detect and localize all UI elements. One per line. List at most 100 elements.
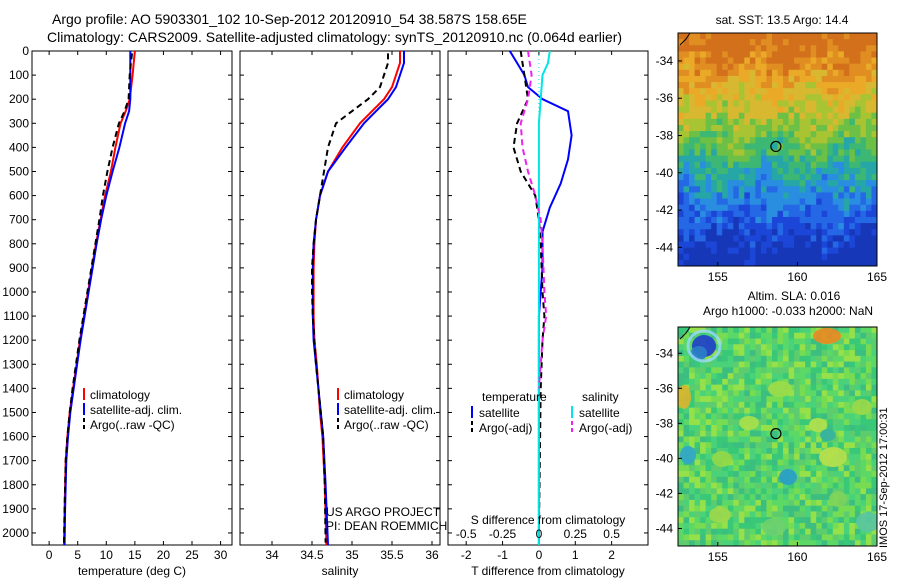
sla-map-xtick-label: 155	[708, 550, 728, 564]
depth-tick-label: 700	[9, 213, 29, 227]
temperature-legend-label: Argo(..raw -QC)	[90, 418, 175, 432]
sst-map-ytick-label: -38	[656, 129, 674, 143]
sla-eddy-ring	[686, 329, 722, 363]
difference-xlabel: T difference from climatology	[471, 564, 625, 578]
salinity-xtick-label: 34.5	[300, 548, 324, 562]
sla-anomaly-blob	[856, 512, 877, 532]
sst-map-ytick-label: -42	[656, 203, 674, 217]
difference-legend-salinity-head: salinity	[582, 390, 619, 404]
salinity-xtick-label: 34	[265, 548, 279, 562]
difference-xtick-label: 0	[536, 548, 543, 562]
sla-anomaly-blob	[762, 518, 786, 536]
difference-xtick-label: 2	[608, 548, 615, 562]
sla-map-ytick-label: -38	[656, 416, 674, 430]
salinity-xtick-label: 36	[425, 548, 439, 562]
difference-xtick-label: -2	[461, 548, 472, 562]
sla-map-ytick-label: -40	[656, 451, 674, 465]
temperature-legend-label: satellite-adj. clim.	[90, 403, 182, 417]
difference-panel	[447, 50, 649, 546]
sst-map-raster	[678, 33, 877, 266]
difference-xtick-label: 1	[572, 548, 579, 562]
sla-map-ytick-label: -44	[656, 521, 674, 535]
depth-tick-label: 100	[9, 68, 29, 82]
depth-tick-label: 1200	[2, 333, 29, 347]
sla-anomaly-blob	[709, 507, 731, 523]
difference-series-salinity-argo-adj-	[519, 50, 548, 389]
sla-map-xtick-label: 165	[867, 550, 887, 564]
sla-map-title-line1: Altim. SLA: 0.016	[748, 289, 841, 303]
sst-map-argo-float-marker	[770, 140, 782, 153]
sla-anomaly-blob	[779, 469, 797, 485]
sla-anomaly-blob	[809, 418, 827, 432]
salinity-diff-tick-label: -0.25	[489, 527, 517, 541]
sla-anomaly-blob	[813, 328, 841, 344]
depth-tick-label: 200	[9, 92, 29, 106]
temperature-plot-frame	[31, 50, 233, 546]
sla-anomaly-blob	[852, 399, 872, 415]
sla-map-raster	[678, 327, 877, 546]
depth-tick-label: 1500	[2, 405, 29, 419]
sla-map-ytick-label: -34	[656, 346, 674, 360]
sla-anomaly-blob	[712, 451, 732, 467]
figure-title-line1: Argo profile: AO 5903301_102 10-Sep-2012…	[52, 11, 527, 27]
pi-annotation: PI: DEAN ROEMMICH	[326, 519, 447, 533]
difference-series-temperature-argo-adj-	[512, 50, 546, 534]
sla-anomaly-blob	[678, 385, 691, 409]
salinity-diff-tick-label: 0	[536, 527, 543, 541]
depth-tick-label: 400	[9, 140, 29, 154]
sla-map-argo-float-marker	[770, 428, 782, 440]
sla-map-panel	[677, 326, 878, 547]
sst-map-xtick-label: 165	[867, 270, 887, 284]
salinity-diff-tick-label: -0.5	[456, 527, 477, 541]
difference-legend-label: satellite	[479, 406, 520, 420]
depth-tick-label: 1600	[2, 430, 29, 444]
temperature-xlabel: temperature (deg C)	[78, 564, 186, 578]
sst-map-ytick-label: -44	[656, 240, 674, 254]
depth-tick-label: 1800	[2, 478, 29, 492]
salinity-diff-tick-label: 0.5	[603, 527, 620, 541]
depth-tick-label: 1300	[2, 357, 29, 371]
difference-legend-label: Argo(-adj)	[479, 421, 532, 435]
salinity-legend-label: satellite-adj. clim.	[344, 403, 436, 417]
sla-map-frame	[677, 326, 878, 547]
difference-legend-label: satellite	[579, 406, 620, 420]
sla-map-xtick-label: 160	[787, 550, 807, 564]
salinity-plot-frame	[239, 50, 441, 546]
depth-tick-label: 1400	[2, 381, 29, 395]
sst-map-coastline	[679, 32, 691, 46]
project-annotation: US ARGO PROJECT	[326, 505, 441, 519]
temperature-xtick-label: 25	[185, 548, 199, 562]
sst-map-ytick-label: -40	[656, 166, 674, 180]
salinity-legend-label: Argo(..raw -QC)	[344, 418, 429, 432]
sst-map-xtick-label: 160	[787, 270, 807, 284]
depth-tick-label: 300	[9, 116, 29, 130]
temperature-panel	[31, 50, 233, 546]
depth-tick-label: 1700	[2, 454, 29, 468]
depth-tick-label: 500	[9, 164, 29, 178]
temperature-series-satellite-adj-clim-	[63, 51, 132, 546]
salinity-diff-tick-label: 0.25	[564, 527, 588, 541]
salinity-xlabel: salinity	[322, 564, 359, 578]
sst-map-ytick-label: -36	[656, 91, 674, 105]
sla-map-title-line2: Argo h1000: -0.033 h2000: NaN	[703, 304, 873, 318]
temperature-legend-label: climatology	[90, 388, 150, 402]
sla-map-ytick-label: -36	[656, 381, 674, 395]
sla-anomaly-blob	[739, 416, 759, 430]
sla-anomaly-blob	[768, 381, 792, 397]
temperature-xtick-label: 5	[74, 548, 81, 562]
salinity-panel	[239, 50, 441, 546]
difference-legend-temperature-head: temperature	[482, 390, 547, 404]
sla-map-coastline	[679, 326, 691, 340]
sla-map-ytick-label: -42	[656, 486, 674, 500]
sst-map-ytick-label: -34	[656, 54, 674, 68]
sla-anomaly-blob	[680, 446, 696, 464]
difference-xtick-label: -1	[497, 548, 508, 562]
figure-title-line2: Climatology: CARS2009. Satellite-adjuste…	[47, 29, 623, 45]
salinity-series-argo-raw-qc-	[311, 53, 389, 543]
sla-anomaly-blob	[691, 346, 707, 360]
difference-plot-frame	[447, 50, 649, 546]
sla-anomaly-blob	[819, 447, 847, 467]
depth-tick-label: 1000	[2, 285, 29, 299]
depth-tick-label: 600	[9, 189, 29, 203]
temperature-xtick-label: 15	[128, 548, 142, 562]
